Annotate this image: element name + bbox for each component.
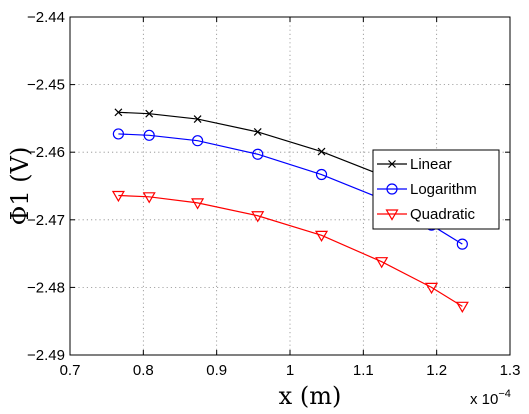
x-tick-label: 1.1 xyxy=(353,362,374,379)
point-x-marker xyxy=(114,108,123,117)
point-circle-marker xyxy=(252,148,264,160)
point-triangle-marker xyxy=(455,301,469,314)
y-tick-label: −2.49 xyxy=(27,347,65,364)
y-tick-label: −2.47 xyxy=(27,212,65,229)
x-tick-label: 1.2 xyxy=(426,362,447,379)
point-x-marker xyxy=(193,115,202,124)
y-tick-label: −2.45 xyxy=(27,77,65,94)
y-axis-title: Φ1 (V) xyxy=(6,147,34,226)
point-triangle-marker xyxy=(191,198,205,210)
x-tick-label: 1.3 xyxy=(500,362,521,379)
point-circle-marker xyxy=(315,168,328,181)
legend-item: Linear xyxy=(377,156,452,173)
legend-label: Quadratic xyxy=(410,206,476,223)
legend-item: Logarithm xyxy=(377,181,477,198)
point-x-marker xyxy=(253,127,262,136)
point-triangle-marker xyxy=(424,282,439,295)
x-tick-label: 0.7 xyxy=(60,362,81,379)
y-tick-label: −2.46 xyxy=(27,144,65,161)
ticks xyxy=(69,16,511,356)
x-tick-label: 0.9 xyxy=(206,362,227,379)
legend-x-marker xyxy=(388,160,396,168)
legend-label: Logarithm xyxy=(410,181,477,198)
x-scale-exponent: −4 xyxy=(498,388,511,400)
series-line-quadratic xyxy=(118,194,463,307)
x-scale-prefix: x 10 xyxy=(470,391,498,408)
legend-triangle-marker xyxy=(385,209,399,221)
y-tick-label: −2.44 xyxy=(27,9,65,26)
point-x-marker xyxy=(145,109,154,118)
point-x-marker xyxy=(317,147,326,156)
point-triangle-marker xyxy=(142,192,156,204)
point-triangle-marker xyxy=(375,257,389,269)
x-axis-title: x (m) xyxy=(279,382,342,410)
series-quadratic xyxy=(111,190,469,314)
point-triangle-marker xyxy=(314,230,329,243)
legend-circle-marker xyxy=(386,183,398,195)
point-triangle-marker xyxy=(251,211,265,223)
x-tick-label: 1 xyxy=(286,362,294,379)
point-triangle-marker xyxy=(111,190,125,203)
y-tick-label: −2.48 xyxy=(27,279,65,296)
point-circle-marker xyxy=(456,238,468,250)
legend-item: Quadratic xyxy=(377,206,476,223)
point-circle-marker xyxy=(192,135,204,147)
point-circle-marker xyxy=(112,128,125,140)
tick-labels: 0.7 0.8 0.9 1 1.1 1.2 1.3 −2.49 −2.48 −2.47 −2.46 −… xyxy=(27,9,520,379)
x-scale-note: x 10−4 xyxy=(470,388,511,408)
point-circle-marker xyxy=(143,129,155,141)
x-tick-label: 0.8 xyxy=(133,362,154,379)
legend-label: Linear xyxy=(410,156,452,173)
legend: Linear Logarithm Quadratic xyxy=(372,149,500,230)
